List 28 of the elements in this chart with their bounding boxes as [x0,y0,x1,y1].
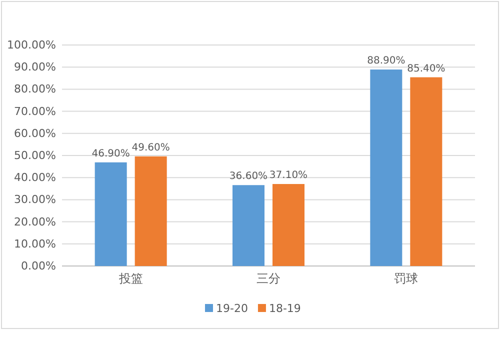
y-tick-label: 10.00% [14,237,56,250]
bar [272,184,304,266]
y-tick-label: 70.00% [14,104,56,118]
data-label: 37.10% [269,170,308,182]
y-tick-label: 0.00% [21,260,56,273]
x-tick-label: 投篮 [118,272,143,286]
bar [410,77,442,266]
bar [94,162,127,266]
y-tick-label: 50.00% [14,149,56,162]
data-label: 88.90% [367,56,406,67]
y-tick-label: 20.00% [14,215,56,228]
x-tick-label: 罚球 [394,272,418,286]
y-tick-label: 40.00% [14,171,56,184]
data-label: 85.40% [407,63,446,74]
y-tick-label: 60.00% [14,126,56,140]
data-label: 36.60% [229,171,268,182]
y-tick-label: 100.00% [7,38,56,52]
y-tick-label: 30.00% [14,193,56,206]
x-tick-label: 三分 [256,272,280,286]
bar [232,185,264,266]
data-label: 46.90% [92,148,130,160]
legend-label: 19-20 [216,302,248,315]
bar [370,70,402,266]
y-tick-label: 80.00% [14,82,56,96]
y-tick-label: 90.00% [14,60,56,74]
bar [134,156,167,266]
data-label: 49.60% [132,142,170,154]
legend-label: 18-19 [268,302,301,315]
